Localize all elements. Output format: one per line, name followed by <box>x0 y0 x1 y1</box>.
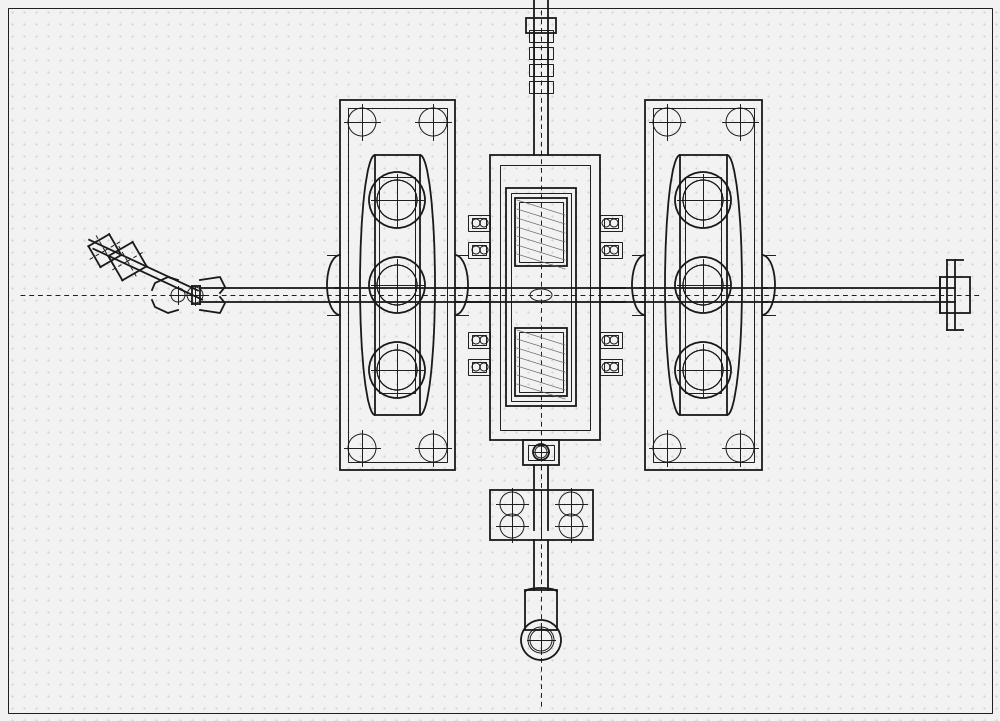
Bar <box>529 64 553 76</box>
Bar <box>685 177 721 393</box>
Bar <box>500 165 590 430</box>
Bar <box>600 359 622 375</box>
Bar <box>529 30 553 42</box>
Bar <box>340 100 455 470</box>
Bar <box>348 108 447 462</box>
Bar <box>472 362 486 372</box>
Bar <box>472 245 486 255</box>
Bar <box>645 100 762 470</box>
Bar <box>600 332 622 348</box>
Bar <box>468 242 490 258</box>
Bar <box>604 335 618 345</box>
Bar <box>468 359 490 375</box>
Bar <box>519 202 563 262</box>
Bar <box>534 81 548 93</box>
Bar <box>529 81 553 93</box>
Bar <box>490 155 600 440</box>
Bar <box>604 218 618 228</box>
Bar <box>472 218 486 228</box>
Bar <box>523 440 559 465</box>
Bar <box>526 18 556 33</box>
Bar <box>519 332 563 392</box>
Bar <box>468 215 490 231</box>
Bar <box>515 328 567 396</box>
Bar <box>515 198 567 266</box>
Bar <box>653 108 754 462</box>
Bar <box>600 242 622 258</box>
Bar <box>511 193 571 401</box>
Bar <box>472 335 486 345</box>
Bar <box>529 47 553 59</box>
Bar <box>375 155 420 415</box>
Bar <box>604 362 618 372</box>
Bar <box>506 188 576 406</box>
Bar <box>525 590 557 630</box>
Bar <box>534 47 548 59</box>
Bar <box>534 30 548 42</box>
Bar <box>940 277 970 313</box>
Bar <box>379 177 415 393</box>
Bar <box>468 332 490 348</box>
Bar <box>680 155 727 415</box>
Bar <box>528 445 554 460</box>
Bar <box>490 490 593 540</box>
Bar <box>604 245 618 255</box>
Bar <box>534 64 548 76</box>
Bar <box>600 215 622 231</box>
